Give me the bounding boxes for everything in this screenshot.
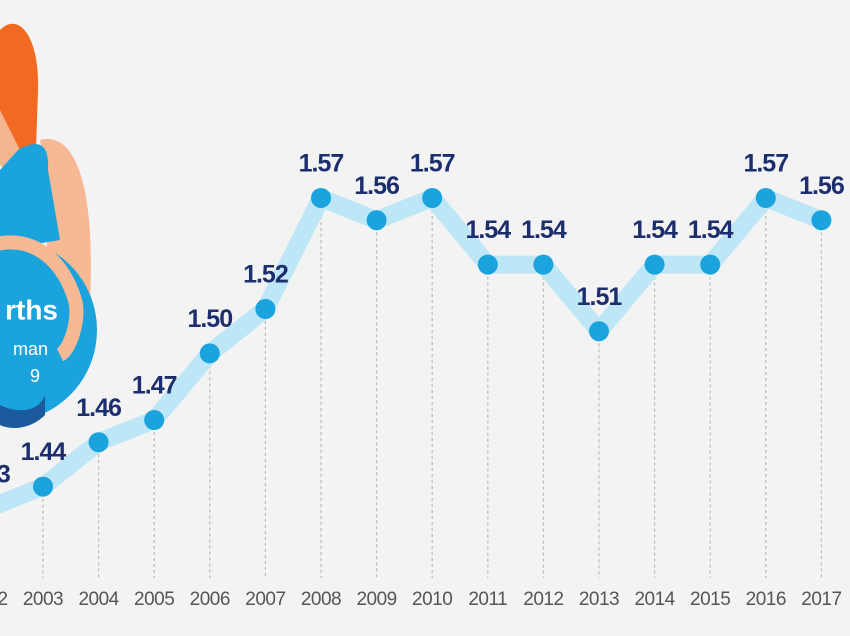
point <box>33 476 53 497</box>
point <box>644 254 665 275</box>
data-label: 1.43 <box>0 460 10 488</box>
point <box>144 410 165 430</box>
illustration: rths man 9 <box>0 23 97 428</box>
x-tick-label: 2015 <box>690 589 730 610</box>
hair <box>0 23 39 160</box>
x-tick-label: 2014 <box>634 589 675 610</box>
x-tick-label: 2002 <box>0 589 8 610</box>
data-label: 1.57 <box>299 150 344 178</box>
point <box>311 188 331 208</box>
data-label: 1.52 <box>243 261 288 289</box>
point <box>255 299 276 319</box>
data-label: 1.57 <box>743 150 788 178</box>
data-label: 1.51 <box>577 283 623 311</box>
hand <box>0 235 84 362</box>
data-label: 1.56 <box>799 172 844 200</box>
point <box>589 321 609 342</box>
x-tick-label: 2009 <box>356 589 396 610</box>
x-tick-label: 2016 <box>746 589 786 610</box>
data-label: 1.54 <box>632 216 678 244</box>
x-tick-label: 2003 <box>23 589 63 610</box>
x-tick-label: 2008 <box>301 589 341 610</box>
x-tick-label: 2007 <box>245 589 285 610</box>
x-tick-label: 2004 <box>78 589 119 610</box>
data-label: 1.46 <box>76 394 121 422</box>
point <box>366 210 387 231</box>
point <box>88 432 109 453</box>
data-label: 1.54 <box>465 216 511 244</box>
point <box>811 210 832 231</box>
x-tick-label: 2010 <box>412 589 452 610</box>
plot-area: 1.43 2002 1.44 2003 1.46 2004 1.47 2005 1.50 2006… <box>0 150 845 610</box>
point <box>477 254 498 275</box>
dress-hem <box>0 395 45 428</box>
point <box>422 188 443 208</box>
x-tick-label: 2011 <box>468 589 507 610</box>
data-label: 1.56 <box>354 172 399 200</box>
point <box>199 343 220 364</box>
illustration-note: 9 <box>30 366 40 386</box>
data-label: 1.50 <box>187 305 232 333</box>
data-label: 1.54 <box>521 216 567 244</box>
data-label: 1.44 <box>21 438 67 466</box>
line <box>0 189 825 514</box>
data-label: 1.47 <box>132 372 177 400</box>
data-label: 1.54 <box>688 216 734 244</box>
x-tick-label: 2017 <box>801 589 841 610</box>
dress <box>0 144 60 250</box>
illustration-title: rths <box>5 294 58 325</box>
x-tick-label: 2013 <box>579 589 619 610</box>
point <box>533 254 554 275</box>
data-label: 1.57 <box>410 150 455 178</box>
x-tick-label: 2012 <box>523 589 563 610</box>
x-tick-label: 2006 <box>190 589 230 610</box>
point <box>700 254 721 275</box>
point <box>755 188 776 208</box>
x-tick-label: 2005 <box>134 589 174 610</box>
illustration-subtitle: man <box>13 339 48 359</box>
